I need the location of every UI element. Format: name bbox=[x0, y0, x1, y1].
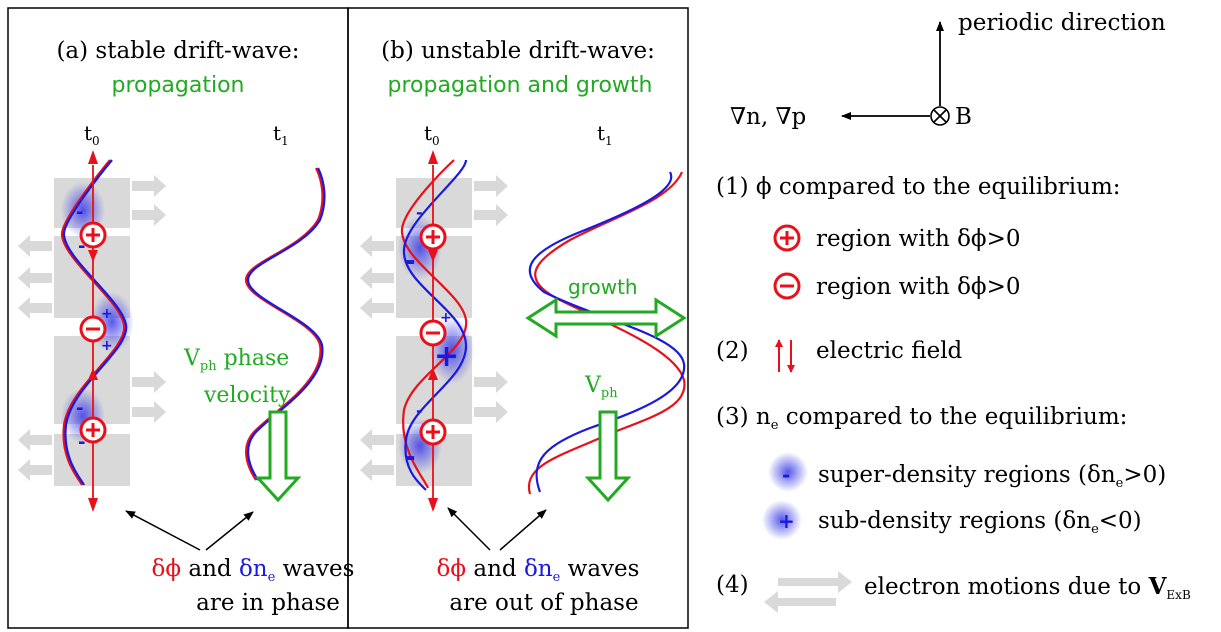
legend-item2-text: electric field bbox=[816, 338, 963, 364]
panel-a-dphi-wave-t0 bbox=[60, 159, 126, 486]
panel-b-title: (b) unstable drift-wave: bbox=[381, 38, 655, 64]
panel-a-dne-wave-t0 bbox=[62, 159, 128, 486]
panel-a-caption-arrow-right bbox=[205, 511, 254, 551]
legend-item3-title: (3) ne compared to the equilibrium: bbox=[716, 404, 1127, 433]
panel-a-vph-label: Vph phase bbox=[183, 346, 289, 374]
legend-item4-text: electron motions due to VExB bbox=[864, 573, 1191, 602]
panel-b-frame bbox=[347, 7, 689, 629]
legend-efield-icon bbox=[775, 339, 795, 373]
panel-a-sign-minus-1: - bbox=[76, 202, 83, 223]
legend-super-density-icon: - bbox=[768, 452, 808, 492]
panel-b-sign-minus-big-1: - bbox=[404, 244, 416, 277]
panel-a: (a) stable drift-wave: propagation t0 t1 bbox=[18, 38, 354, 616]
panel-b-dne-wave-t0 bbox=[402, 159, 468, 491]
panel-b-sign-plus-big: + bbox=[434, 339, 459, 374]
panel-a-sign-plus-1: + bbox=[101, 306, 113, 322]
legend-sub-density-icon: + bbox=[762, 500, 802, 540]
b-field-into-page-icon bbox=[930, 106, 950, 126]
panel-b-efield-top-arrow bbox=[428, 150, 438, 164]
panel-b-caption-line2: are out of phase bbox=[449, 590, 638, 616]
legend-plus-region-text: region with δϕ>0 bbox=[816, 226, 1021, 252]
panel-a-efield-arrow-mid1 bbox=[88, 250, 98, 262]
periodic-direction-label: periodic direction bbox=[958, 10, 1166, 36]
panel-a-t0-label: t0 bbox=[84, 121, 100, 148]
panel-a-caption-line1: δϕ and δne waves bbox=[152, 556, 355, 585]
panel-b-sign-minus-1: - bbox=[416, 203, 423, 222]
legend-sub-density-text: sub-density regions (δne<0) bbox=[818, 508, 1142, 537]
panel-b-caption-arrow-left bbox=[447, 507, 491, 551]
panel-b-caption-arrow-right bbox=[499, 509, 547, 551]
panel-b-subtitle: propagation and growth bbox=[388, 73, 653, 98]
legend-minus-region-text: region with δϕ>0 bbox=[816, 274, 1021, 300]
panel-b-plus-region-1 bbox=[419, 223, 447, 251]
panel-b-dphi-wave-t0 bbox=[400, 159, 468, 489]
panel-a-efield-top-arrow bbox=[88, 150, 98, 164]
panel-a-sign-minus-2: - bbox=[78, 236, 85, 257]
panel-b-vph-label: Vph bbox=[584, 373, 618, 401]
b-field-label: B bbox=[955, 104, 972, 130]
panel-a-t1-label: t1 bbox=[273, 121, 289, 148]
panel-b-t1-label: t1 bbox=[597, 121, 613, 148]
panel-b-dne-wave-t1 bbox=[528, 171, 686, 493]
panel-a-sign-minus-4: - bbox=[78, 432, 85, 453]
panel-a-efield-bottom-arrow bbox=[88, 498, 98, 512]
legend-item4-number: (4) bbox=[716, 572, 749, 598]
panel-b-efield-bottom-arrow bbox=[428, 498, 438, 512]
panel-a-dne-wave-t1 bbox=[246, 167, 326, 481]
legend: periodic direction ∇n, ∇p B (1) ϕ compar… bbox=[716, 10, 1191, 613]
panel-a-velocity-label: velocity bbox=[203, 383, 291, 408]
panel-a-title: (a) stable drift-wave: bbox=[56, 38, 299, 64]
legend-item2-number: (2) bbox=[716, 338, 749, 364]
panel-b-growth-label: growth bbox=[568, 275, 638, 299]
panel-a-sign-plus-2: + bbox=[101, 338, 113, 354]
panel-b-caption-line1: δϕ and δne waves bbox=[437, 556, 640, 585]
panel-a-efield-arrow-mid2 bbox=[88, 368, 98, 380]
legend-super-density-text: super-density regions (δne>0) bbox=[818, 462, 1166, 491]
panel-a-caption-line2: are in phase bbox=[196, 590, 340, 616]
panel-b-vph-arrow bbox=[584, 410, 632, 503]
svg-text:+: + bbox=[778, 509, 795, 533]
panel-b-plus-region-2 bbox=[419, 418, 447, 446]
legend-minus-circle-icon bbox=[773, 272, 801, 300]
panel-b-sign-minus-2: - bbox=[416, 401, 423, 420]
panel-a-subtitle: propagation bbox=[111, 73, 244, 98]
panel-b: (b) unstable drift-wave: propagation and… bbox=[360, 38, 687, 616]
gradient-label: ∇n, ∇p bbox=[730, 104, 806, 130]
legend-item1-title: (1) ϕ compared to the equilibrium: bbox=[716, 174, 1121, 200]
panel-a-caption-arrow-left bbox=[125, 510, 201, 551]
panel-b-efield-arrow-mid2 bbox=[428, 368, 438, 380]
panel-b-sign-plus-small: + bbox=[440, 310, 452, 326]
svg-text:-: - bbox=[782, 463, 790, 487]
legend-plus-circle-icon bbox=[773, 224, 801, 252]
panel-b-t0-label: t0 bbox=[424, 121, 440, 148]
panel-b-sign-minus-big-2: - bbox=[404, 440, 416, 473]
panel-b-dphi-wave-t1 bbox=[527, 171, 686, 495]
panel-b-growth-arrow bbox=[525, 297, 687, 339]
panel-a-vph-arrow bbox=[254, 410, 302, 503]
panel-b-efield-arrow-mid1 bbox=[428, 250, 438, 262]
legend-electron-motion-icon bbox=[764, 571, 852, 613]
panel-a-sign-minus-3: - bbox=[76, 398, 83, 419]
